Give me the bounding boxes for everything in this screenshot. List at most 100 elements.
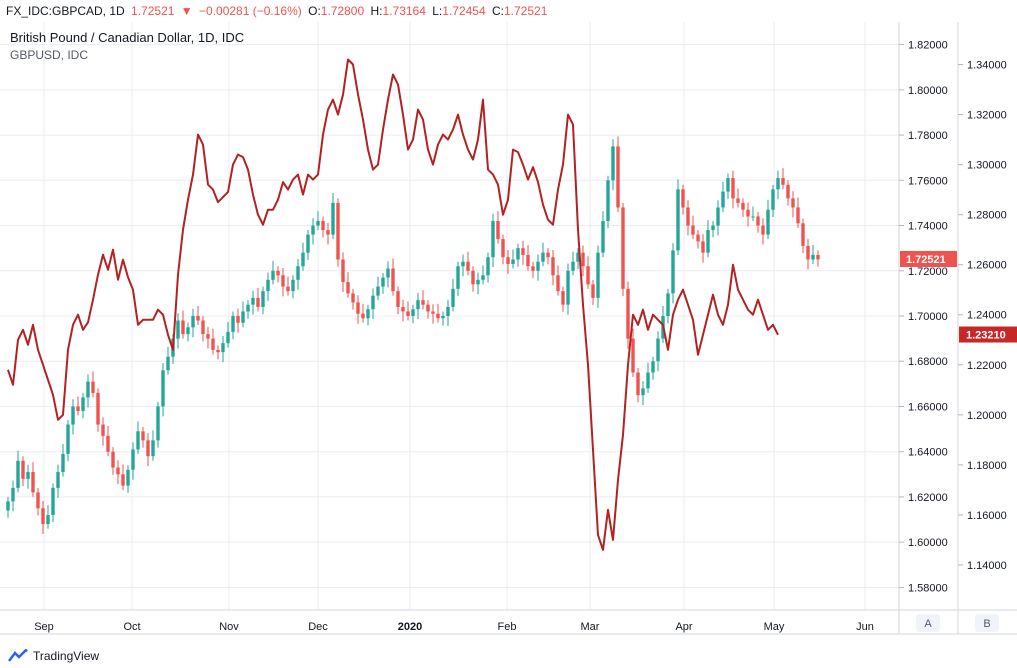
price-b-tick-label: 1.28000 <box>967 210 1007 222</box>
candle-body <box>116 467 120 475</box>
candle-body <box>801 223 805 246</box>
axis-a-button[interactable]: A <box>916 614 940 632</box>
candle <box>376 276 380 301</box>
last-price: 1.72521 <box>131 4 175 18</box>
tradingview-brand[interactable]: TradingView <box>8 645 99 667</box>
candle <box>346 272 350 298</box>
candle <box>586 256 590 289</box>
candle <box>456 261 460 297</box>
candle-body <box>731 178 735 199</box>
candle <box>176 313 180 349</box>
candle-body <box>261 291 265 307</box>
candle <box>296 259 300 290</box>
candle <box>191 308 195 338</box>
series-legend-title[interactable]: British Pound / Canadian Dollar, 1D, IDC <box>10 30 245 45</box>
price-b-tick-label: 1.14000 <box>967 560 1007 572</box>
candle <box>241 301 245 328</box>
candle-body <box>746 209 750 217</box>
candle-body <box>551 257 555 276</box>
candle <box>316 211 320 231</box>
candle <box>101 417 105 446</box>
candle <box>731 170 735 209</box>
candle <box>736 188 740 208</box>
candle <box>41 500 45 535</box>
candle <box>396 286 400 315</box>
candle-body <box>556 275 560 292</box>
candle-body <box>411 309 415 316</box>
price-a-tick-label: 1.68000 <box>908 356 948 368</box>
candle-body <box>761 225 765 235</box>
candle-body <box>701 241 705 253</box>
candle-body <box>146 440 150 457</box>
candle-body <box>71 406 75 425</box>
candle-body <box>671 250 675 294</box>
price-a-tick-label: 1.80000 <box>908 85 948 97</box>
candle-body <box>571 261 575 271</box>
candle-body <box>576 252 580 262</box>
candle-body <box>531 266 535 271</box>
candle-body <box>656 338 660 362</box>
candle-body <box>131 449 135 470</box>
candle <box>786 180 790 206</box>
candle <box>391 258 395 296</box>
candle <box>681 184 685 215</box>
series-legend-compare[interactable]: GBPUSD, IDC <box>10 48 89 62</box>
candle-body <box>641 388 645 396</box>
axis-b-button[interactable]: B <box>975 614 999 632</box>
candle-body <box>596 252 600 298</box>
candle-body <box>481 275 485 280</box>
candle-body <box>686 207 690 226</box>
open-value: 1.72800 <box>320 4 365 18</box>
candle <box>231 311 235 340</box>
candle <box>626 281 630 349</box>
candle <box>576 248 580 269</box>
candle <box>141 426 145 448</box>
price-b-tick-label: 1.22000 <box>967 360 1007 372</box>
time-tick-label: May <box>764 621 785 633</box>
candle-body <box>256 297 260 307</box>
candle-body <box>201 320 205 335</box>
candle <box>461 254 465 277</box>
candle-body <box>681 189 685 208</box>
candle-body <box>606 180 610 222</box>
candle <box>186 322 190 342</box>
candle <box>546 248 550 265</box>
candle <box>686 200 690 236</box>
candle-body <box>441 316 445 319</box>
candle <box>201 316 205 342</box>
price-b-tick-label: 1.30000 <box>967 160 1007 172</box>
last-price-tag-a: 1.72521 <box>900 250 957 267</box>
candle <box>671 243 675 304</box>
candle-body <box>766 209 770 235</box>
candle-body <box>251 297 255 305</box>
last-price-tag-b: 1.23210 <box>959 326 1017 343</box>
candle <box>816 250 820 267</box>
candle-body <box>276 270 280 276</box>
candle-body <box>66 424 70 454</box>
candle-body <box>726 178 730 192</box>
time-tick-label: Jun <box>856 621 874 633</box>
close-value: 1.72521 <box>504 4 548 18</box>
candle <box>336 198 340 267</box>
symbol-title[interactable]: FX_IDC:GBPCAD, 1D <box>6 4 125 18</box>
candle-body <box>456 266 460 289</box>
candle <box>366 304 370 326</box>
candle <box>256 287 260 312</box>
price-a-tick-label: 1.76000 <box>908 175 948 187</box>
candle <box>646 362 650 393</box>
candle-body <box>41 508 45 525</box>
candle <box>606 175 610 229</box>
candle-body <box>316 221 320 226</box>
candle <box>216 345 220 360</box>
candle <box>111 447 115 475</box>
candle <box>581 245 585 277</box>
candle-body <box>306 234 310 253</box>
candle-body <box>246 304 250 312</box>
candle <box>766 199 770 240</box>
price-b-tick-label: 1.16000 <box>967 510 1007 522</box>
candle-body <box>451 288 455 307</box>
candle-body <box>226 331 230 344</box>
candle <box>261 286 265 315</box>
candle-body <box>301 252 305 267</box>
